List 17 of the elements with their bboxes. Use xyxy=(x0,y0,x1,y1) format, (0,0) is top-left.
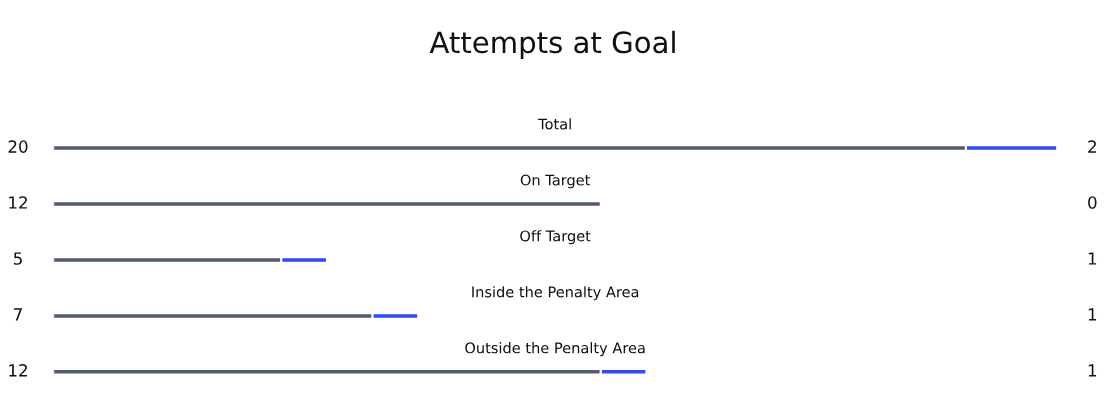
y-tick-label: Off Target xyxy=(520,230,591,245)
data-label: 2 xyxy=(1088,140,1096,153)
y-tick-label: Total xyxy=(538,118,571,130)
data-label: 1 xyxy=(1088,252,1097,265)
data-label: 5 xyxy=(13,252,22,265)
data-label: 1 xyxy=(1088,364,1097,377)
y-tick-label: On Target xyxy=(520,174,591,189)
data-label: 12 xyxy=(9,196,27,209)
data-label: 0 xyxy=(1088,196,1097,209)
y-tick-label: Inside the Penalty Area xyxy=(472,286,639,301)
y-tick-label: Outside the Penalty Area xyxy=(465,342,645,357)
data-label: 12 xyxy=(9,364,27,377)
data-label: 7 xyxy=(14,308,22,321)
chart-title: Attempts at Goal xyxy=(429,30,675,59)
data-label: 20 xyxy=(8,140,28,153)
bar xyxy=(53,200,602,208)
data-label: 1 xyxy=(1088,308,1097,321)
